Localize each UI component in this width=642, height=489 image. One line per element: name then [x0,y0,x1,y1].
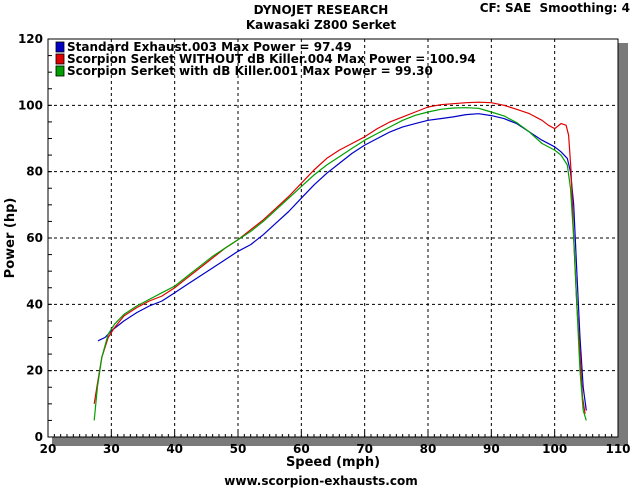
grid-lines [48,39,618,437]
x-tick-label: 60 [293,442,310,456]
y-axis-title: Power (hp) [3,198,18,279]
x-tick-label: 20 [40,442,57,456]
chart-title: Kawasaki Z800 Serket [245,18,397,32]
series-line-2 [93,101,586,414]
y-tick-label: 40 [26,297,43,311]
y-tick-label: 60 [26,231,43,245]
x-tick-label: 40 [166,442,183,456]
chart-settings: CF: SAE Smoothing: 4 [480,1,630,15]
chart-company-heading: DYNOJET RESEARCH [253,3,389,17]
y-tick-label: 100 [18,98,43,112]
x-tick-label: 80 [420,442,437,456]
x-tick-label: 30 [103,442,120,456]
series-line-3 [93,107,587,421]
legend: Standard Exhaust.003 Max Power = 97.49Sc… [55,40,476,78]
legend-label-2: Scorpion Serket WITHOUT dB Killer.004 Ma… [67,52,476,66]
x-tick-label: 90 [483,442,500,456]
cf-label: CF: SAE [479,1,532,15]
legend-swatch-1 [55,41,65,53]
legend-swatch-2 [55,53,65,65]
y-tick-label: 80 [26,165,43,179]
y-tick-label: 120 [18,32,43,46]
legend-label-3: Scorpion Serket with dB Killer.001 Max P… [67,64,433,78]
x-axis-title: Speed (mph) [286,455,380,470]
website-footer: www.scorpion-exhausts.com [224,474,418,488]
legend-label-1: Standard Exhaust.003 Max Power = 97.49 [67,40,352,54]
x-tick-label: 70 [356,442,373,456]
y-tick-label: 20 [26,364,43,378]
smoothing-label: Smoothing: 4 [539,1,631,15]
legend-swatch-3 [55,65,65,77]
y-tick-label: 0 [35,430,43,444]
x-tick-label: 50 [230,442,247,456]
x-tick-label: 100 [542,442,567,456]
x-tick-label: 110 [605,442,630,456]
data-series [93,101,587,421]
plot-border [47,38,619,438]
series-line-1 [97,113,587,411]
